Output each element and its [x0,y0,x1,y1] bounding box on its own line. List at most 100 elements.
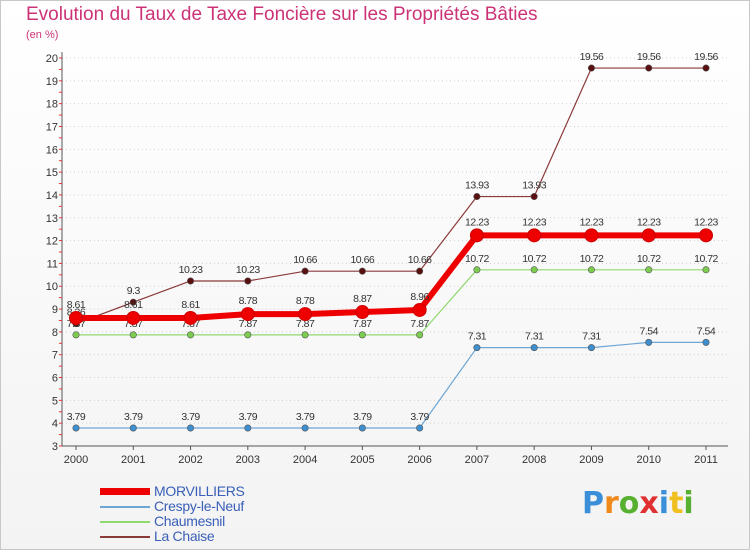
data-point-crespy-le-neuf [416,424,424,432]
x-tick-label: 2007 [465,454,489,466]
x-tick-label: 2010 [636,454,660,466]
data-point-morvilliers [469,228,484,243]
data-label-morvilliers: 12.23 [637,216,661,228]
y-tick-label: 11 [47,258,58,270]
y-tick-label: 9 [52,304,58,316]
data-label-morvilliers: 8.78 [296,295,315,307]
data-label-chaumesnil: 10.72 [637,253,661,265]
data-point-morvilliers [126,310,141,325]
data-label-crespy-le-neuf: 3.79 [296,411,315,423]
x-tick-label: 2006 [407,454,431,466]
data-point-morvilliers [412,302,427,317]
data-label-la-chaise: 19.56 [637,51,661,63]
data-point-chaumesnil [587,266,595,274]
data-point-morvilliers [69,310,83,325]
legend-swatch-morvilliers [100,488,150,495]
logo-letter: r [604,486,619,521]
x-tick-label: 2003 [236,454,260,466]
y-tick-label: 5 [52,395,58,407]
data-label-morvilliers: 8.61 [67,299,86,311]
data-label-morvilliers: 12.23 [580,216,604,228]
data-point-chaumesnil [645,266,653,274]
x-tick-label: 2009 [579,454,603,466]
logo-letter: i [683,486,694,521]
data-label-morvilliers: 8.61 [124,299,143,311]
data-point-la-chaise [645,64,653,72]
data-label-la-chaise: 10.23 [179,264,203,276]
x-tick-label: 2000 [64,454,88,466]
data-label-morvilliers: 12.23 [465,216,489,228]
data-point-crespy-le-neuf [129,424,137,432]
y-tick-label: 14 [46,190,58,202]
data-label-chaumesnil: 7.87 [353,318,372,330]
data-label-la-chaise: 10.66 [293,254,317,266]
logo-letter: i [658,486,670,521]
data-point-la-chaise [416,267,424,275]
logo-letter: P [582,486,604,521]
y-tick-label: 15 [46,167,58,179]
data-point-la-chaise [244,277,252,285]
legend-label-morvilliers: MORVILLIERS [154,483,245,499]
data-point-crespy-le-neuf [473,344,481,352]
data-point-morvilliers [240,307,255,322]
legend-swatch-la-chaise [100,536,150,538]
data-point-crespy-le-neuf [187,424,195,432]
x-tick-label: 2005 [350,454,374,466]
data-label-crespy-le-neuf: 7.31 [525,331,544,343]
data-label-crespy-le-neuf: 3.79 [181,411,200,423]
data-point-chaumesnil [72,331,80,339]
data-point-crespy-le-neuf [358,424,366,432]
data-label-crespy-le-neuf: 7.31 [468,331,487,343]
data-label-morvilliers: 8.96 [410,291,429,303]
data-point-la-chaise [702,64,710,72]
y-tick-label: 8 [52,327,58,339]
data-point-crespy-le-neuf [587,344,595,352]
data-label-la-chaise: 13.93 [522,180,546,192]
data-point-chaumesnil [358,331,366,339]
data-label-crespy-le-neuf: 7.54 [640,325,659,337]
data-label-la-chaise: 10.23 [236,264,260,276]
data-point-chaumesnil [702,266,710,274]
data-label-morvilliers: 8.78 [239,295,258,307]
data-label-crespy-le-neuf: 7.31 [582,331,601,343]
data-label-chaumesnil: 10.72 [522,253,546,265]
y-tick-label: 7 [52,350,58,362]
data-point-crespy-le-neuf [244,424,252,432]
data-label-morvilliers: 12.23 [694,216,718,228]
logo-letter: o [618,486,640,521]
data-label-la-chaise: 10.66 [350,254,374,266]
data-point-la-chaise [187,277,195,285]
data-point-crespy-le-neuf [645,338,653,346]
x-tick-label: 2001 [121,454,145,466]
data-point-chaumesnil [530,266,538,274]
data-label-crespy-le-neuf: 3.79 [353,411,372,423]
data-label-la-chaise: 19.56 [580,51,604,63]
data-label-morvilliers: 12.23 [522,216,546,228]
y-tick-label: 18 [46,99,58,111]
chart-title: Evolution du Taux de Taxe Foncière sur l… [26,4,538,25]
data-label-la-chaise: 13.93 [465,180,489,192]
data-label-morvilliers: 8.61 [181,299,200,311]
data-point-crespy-le-neuf [530,344,538,352]
data-point-chaumesnil [244,331,252,339]
logo-letter: x [639,486,659,521]
data-label-chaumesnil: 10.72 [465,253,489,265]
x-tick-label: 2008 [522,454,546,466]
legend-label-chaumesnil: Chaumesnil [154,513,225,529]
y-tick-label: 20 [46,53,58,65]
data-point-crespy-le-neuf [72,424,80,432]
data-point-la-chaise [301,267,309,275]
y-tick-label: 16 [46,144,58,156]
y-tick-label: 6 [52,373,58,385]
proxiti-logo: Proxiti [582,486,694,521]
data-label-chaumesnil: 7.87 [239,318,258,330]
legend-swatch-crespy-le-neuf [100,506,150,508]
data-point-morvilliers [641,228,656,243]
y-tick-label: 13 [46,213,58,225]
data-label-crespy-le-neuf: 3.79 [67,411,86,423]
data-point-la-chaise [587,64,595,72]
y-tick-label: 10 [46,281,58,293]
series-line-crespy-le-neuf [76,341,706,429]
x-tick-label: 2004 [293,454,317,466]
